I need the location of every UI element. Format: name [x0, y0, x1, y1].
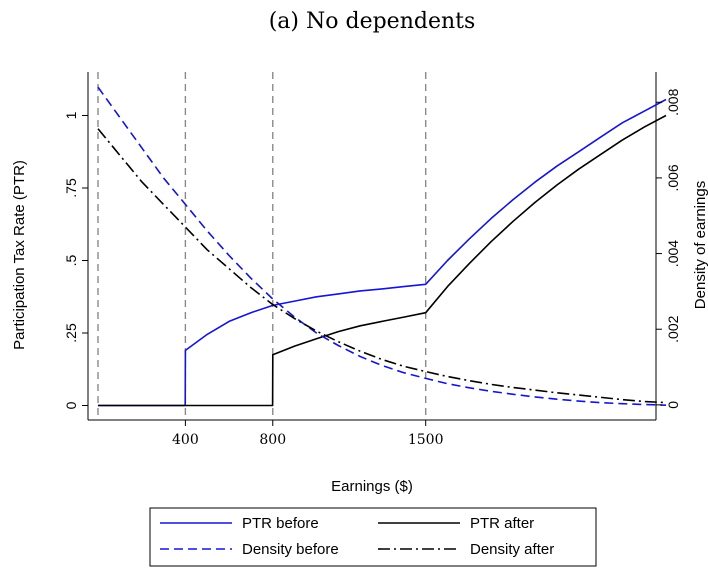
x-axis-label: Earnings ($) — [331, 478, 413, 495]
legend-label-density-before: Density before — [242, 541, 339, 558]
y-right-tick-label-.008: .008 — [665, 88, 681, 115]
vertical-reference-lines — [97, 72, 427, 420]
y-right-tick-label-.002: .002 — [665, 315, 681, 342]
legend-label-density-after: Density after — [470, 541, 554, 558]
legend: PTR before PTR after Density before Dens… — [149, 507, 597, 567]
series-lines — [97, 86, 667, 407]
tick-labels: 400 800 1500 0 .25 .5 .75 1 0 .002 .004 .006 .008 — [63, 88, 681, 448]
y-left-tick-label-1: 1 — [63, 111, 79, 119]
chart-title: (a) No dependents — [269, 9, 476, 34]
x-tick-label-800: 800 — [259, 432, 286, 448]
y-axis-left-label: Participation Tax Rate (PTR) — [11, 160, 28, 350]
y-left-tick-label-.25: .25 — [63, 323, 79, 343]
y-right-tick-label-.006: .006 — [665, 164, 681, 191]
series-ptr-before — [98, 98, 667, 407]
x-tick-label-400: 400 — [172, 432, 199, 448]
legend-label-ptr-after: PTR after — [470, 515, 534, 532]
legend-box — [149, 507, 597, 567]
legend-label-ptr-before: PTR before — [242, 515, 319, 532]
series-density-after — [97, 128, 667, 404]
y-right-tick-label-0: 0 — [665, 401, 681, 409]
y-left-tick-label-0: 0 — [63, 401, 79, 409]
y-left-tick-label-.75: .75 — [63, 178, 79, 198]
axes — [87, 72, 657, 421]
y-axis-right-label: Density of earnings — [692, 181, 708, 309]
x-tick-label-1500: 1500 — [408, 432, 444, 448]
y-left-tick-label-.5: .5 — [63, 254, 79, 266]
series-ptr-after — [98, 114, 667, 407]
series-density-before — [97, 86, 667, 406]
y-right-tick-label-.004: .004 — [665, 240, 681, 267]
